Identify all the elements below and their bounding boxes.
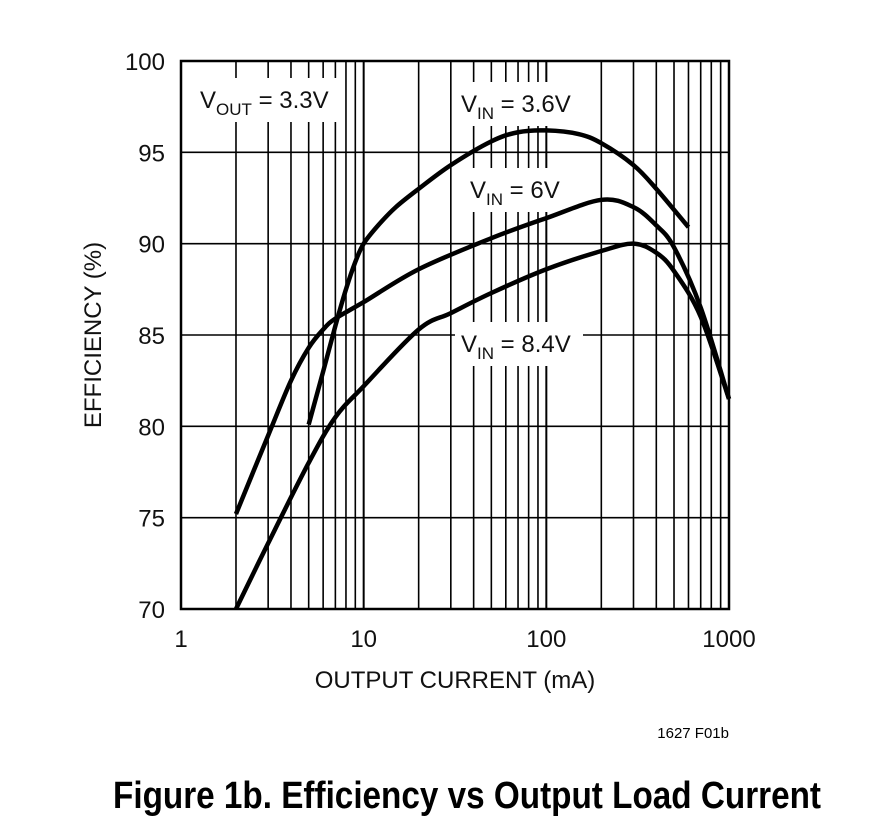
x-tick-label: 1 [174, 626, 187, 653]
y-tick-label: 80 [138, 414, 165, 441]
y-axis-label: EFFICIENCY (%) [80, 242, 107, 428]
x-tick-label: 1000 [702, 626, 755, 653]
y-tick-label: 85 [138, 323, 165, 350]
y-tick-label: 95 [138, 140, 165, 167]
chart-title: Figure 1b. Efficiency vs Output Load Cur… [113, 775, 821, 817]
series-label-2: VIN = 6V [470, 177, 560, 209]
vout-annotation: VOUT = 3.3V [200, 87, 329, 119]
series-label-1-bg [455, 82, 579, 126]
series-line-1 [306, 128, 691, 426]
x-axis-label: OUTPUT CURRENT (mA) [315, 667, 595, 694]
series-label-3: VIN = 8.4V [461, 331, 571, 363]
curves [233, 128, 732, 610]
plot-frame [179, 59, 731, 611]
x-tick-label: 10 [350, 626, 377, 653]
y-tick-label: 75 [138, 506, 165, 533]
series-label-3-bg [455, 322, 583, 366]
figure-code: 1627 F01b [657, 725, 729, 742]
x-tick-label: 100 [526, 626, 566, 653]
series-label-1: VIN = 3.6V [461, 91, 571, 123]
vout-annotation-bg [194, 78, 340, 122]
y-tick-label: 90 [138, 232, 165, 259]
series-line-2 [233, 197, 732, 515]
series-label-2-bg [464, 168, 566, 212]
y-tick-label: 100 [125, 49, 165, 76]
series-line-3 [233, 241, 732, 610]
tick-labels: 1 10 100 1000 70 75 80 85 90 95 100 [125, 49, 756, 653]
y-tick-label: 70 [138, 597, 165, 624]
